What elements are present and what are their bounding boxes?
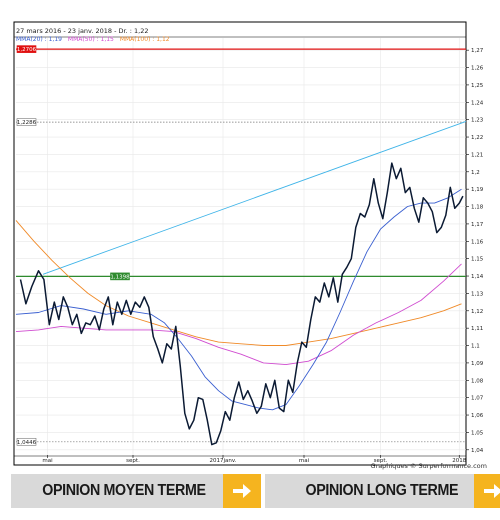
y-tick-label: 1,08	[471, 378, 484, 384]
chart-credit: Graphiques © Surperformance.com	[370, 462, 487, 470]
mma20-line	[15, 188, 462, 411]
hline-label: 1,2706	[17, 47, 37, 53]
mma50-line	[15, 263, 462, 366]
y-tick-label: 1,17	[471, 222, 484, 228]
y-tick-label: 1,06	[471, 413, 484, 419]
trendline	[42, 120, 467, 275]
x-tick-label: 2017janv.	[210, 458, 237, 464]
y-tick-label: 1,22	[471, 135, 483, 141]
y-tick-label: 1,1	[471, 344, 480, 350]
mma100-line	[15, 220, 462, 346]
y-tick-label: 1,12	[471, 309, 483, 315]
hline-label-box	[16, 45, 37, 53]
y-tick-label: 1,2	[471, 170, 480, 176]
legend-mma100: MMA(100) : 1,12	[120, 36, 170, 43]
y-tick-label: 1,16	[471, 239, 484, 245]
hline-label-box	[110, 272, 130, 281]
y-tick-label: 1,18	[471, 205, 484, 211]
y-tick-label: 1,27	[471, 48, 484, 54]
x-tick-label: 2018	[452, 458, 466, 464]
x-tick-label: mai	[299, 458, 310, 464]
hline-label: 1,0446	[17, 440, 37, 446]
legend-mma50: MMA(50) : 1,15	[68, 36, 114, 43]
hline-label-box	[16, 118, 37, 126]
price-line	[19, 162, 464, 446]
y-tick-label: 1,15	[471, 257, 484, 263]
price-chart: 1,2706 1,2286 1,1398 1,0446 1,04 1,05 1,06 1,0…	[13, 21, 487, 470]
y-tick-label: 1,19	[471, 187, 484, 193]
y-tick-label: 1,25	[471, 83, 484, 89]
opinion-medium-term-button[interactable]: OPINION MOYEN TERME	[11, 474, 261, 508]
y-tick-label: 1,05	[471, 430, 484, 436]
y-tick-label: 1,11	[471, 326, 483, 332]
y-tick-label: 1,24	[471, 100, 484, 106]
chart-legend: MMA(20) : 1,19 MMA(50) : 1,15 MMA(100) :…	[16, 36, 170, 43]
y-tick-label: 1,23	[471, 118, 484, 124]
x-tick-label: sept.	[374, 458, 388, 464]
hline-label-box	[16, 437, 37, 446]
y-tick-label: 1,09	[471, 361, 484, 367]
y-tick-label: 1,04	[471, 448, 484, 454]
x-tick-label: sept.	[126, 458, 140, 464]
y-tick-label: 1,21	[471, 152, 483, 158]
arrow-right-icon	[474, 474, 500, 508]
chart-header: 27 mars 2016 - 23 janv. 2018 - Dr. : 1,2…	[16, 27, 148, 35]
x-tick-label: mai	[42, 458, 53, 464]
opinion-medium-term-label: OPINION MOYEN TERME	[42, 482, 206, 499]
opinion-long-term-label: OPINION LONG TERME	[305, 482, 458, 499]
y-tick-label: 1,26	[471, 66, 484, 72]
hline-label: 1,1398	[110, 274, 130, 280]
arrow-right-icon	[222, 474, 261, 508]
hline-label: 1,2286	[17, 120, 37, 126]
y-tick-label: 1,14	[471, 274, 484, 280]
y-tick-label: 1,07	[471, 396, 484, 402]
legend-mma20: MMA(20) : 1,19	[16, 36, 62, 43]
y-tick-label: 1,13	[471, 291, 484, 297]
opinion-long-term-button[interactable]: OPINION LONG TERME	[264, 474, 500, 508]
